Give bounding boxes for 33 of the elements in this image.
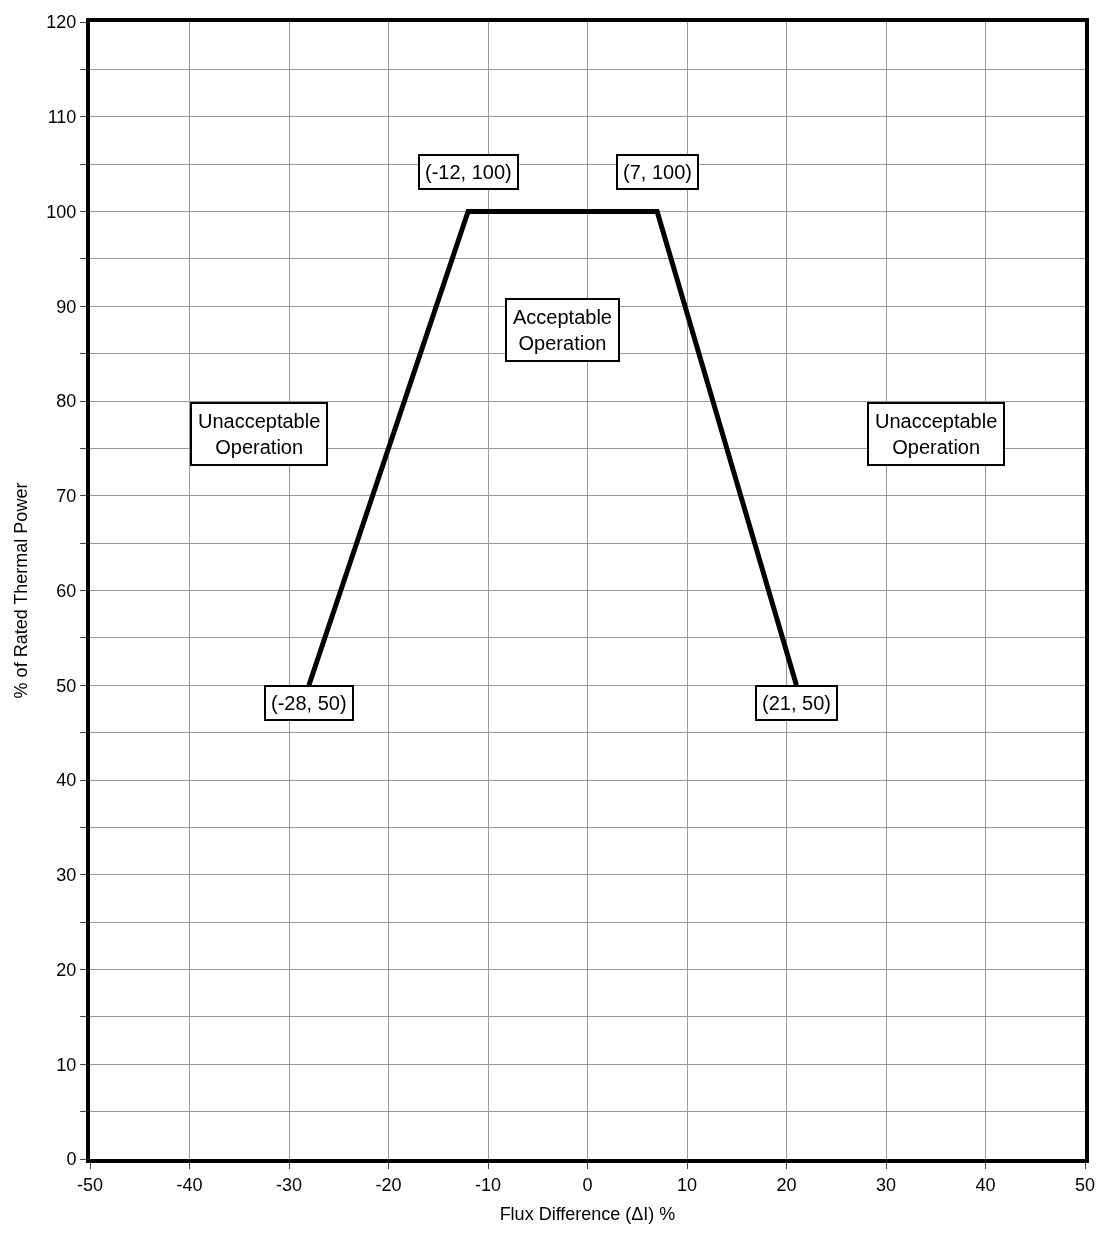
y-tick-label: 80 bbox=[56, 391, 77, 412]
x-tick-label: -10 bbox=[474, 1174, 502, 1195]
annotation: (-12, 100) bbox=[425, 161, 512, 183]
x-tick-label: 30 bbox=[875, 1174, 897, 1195]
y-tick-label: 50 bbox=[56, 675, 77, 696]
y-tick-label: 20 bbox=[56, 959, 77, 980]
y-tick-label: 30 bbox=[56, 865, 77, 886]
y-tick-label: 10 bbox=[56, 1054, 77, 1075]
y-tick-label: 120 bbox=[46, 12, 77, 33]
annotation: (7, 100) bbox=[623, 161, 692, 183]
annotation: Unacceptable Operation bbox=[875, 410, 998, 458]
x-tick-label: -50 bbox=[76, 1174, 104, 1195]
x-tick-label: -30 bbox=[275, 1174, 303, 1195]
x-tick-label: 10 bbox=[676, 1174, 698, 1195]
x-tick-label: 20 bbox=[776, 1174, 797, 1195]
y-tick-label: 110 bbox=[47, 107, 77, 128]
x-tick-label: 50 bbox=[1074, 1174, 1096, 1195]
y-tick-label: 40 bbox=[56, 770, 77, 791]
x-tick-label: -40 bbox=[176, 1174, 203, 1195]
x-tick-label: 0 bbox=[582, 1174, 593, 1195]
y-tick-label: 60 bbox=[56, 580, 77, 601]
y-tick-label: 0 bbox=[66, 1149, 77, 1170]
annotation: Unacceptable Operation bbox=[198, 410, 321, 458]
x-tick-label: -20 bbox=[375, 1174, 402, 1195]
annotation: Acceptable Operation bbox=[513, 306, 612, 354]
y-tick-label: 100 bbox=[46, 201, 77, 222]
x-tick-label: 40 bbox=[975, 1174, 996, 1195]
y-axis-title: % of Rated Thermal Power bbox=[11, 482, 32, 699]
annotation: (21, 50) bbox=[762, 692, 831, 714]
y-tick-label: 70 bbox=[56, 486, 77, 507]
x-axis-title: Flux Difference (ΔI) % bbox=[499, 1204, 676, 1225]
y-tick-label: 90 bbox=[56, 296, 77, 317]
annotation: (-28, 50) bbox=[271, 692, 347, 714]
